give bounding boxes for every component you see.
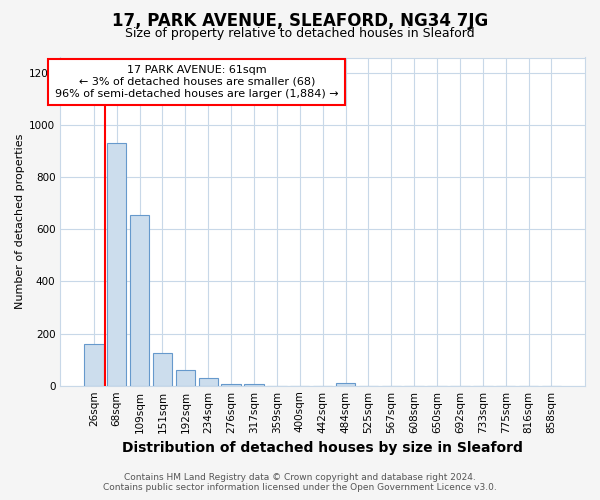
Bar xyxy=(176,370,195,386)
Bar xyxy=(199,378,218,386)
Bar xyxy=(107,144,127,386)
Bar xyxy=(221,384,241,386)
Y-axis label: Number of detached properties: Number of detached properties xyxy=(15,134,25,310)
Bar xyxy=(153,353,172,386)
Text: 17 PARK AVENUE: 61sqm
← 3% of detached houses are smaller (68)
96% of semi-detac: 17 PARK AVENUE: 61sqm ← 3% of detached h… xyxy=(55,66,338,98)
Bar xyxy=(244,384,264,386)
Bar xyxy=(336,382,355,386)
Text: 17, PARK AVENUE, SLEAFORD, NG34 7JG: 17, PARK AVENUE, SLEAFORD, NG34 7JG xyxy=(112,12,488,30)
Text: Size of property relative to detached houses in Sleaford: Size of property relative to detached ho… xyxy=(125,28,475,40)
Bar xyxy=(130,215,149,386)
Text: Contains HM Land Registry data © Crown copyright and database right 2024.
Contai: Contains HM Land Registry data © Crown c… xyxy=(103,473,497,492)
Bar xyxy=(84,344,104,386)
X-axis label: Distribution of detached houses by size in Sleaford: Distribution of detached houses by size … xyxy=(122,441,523,455)
